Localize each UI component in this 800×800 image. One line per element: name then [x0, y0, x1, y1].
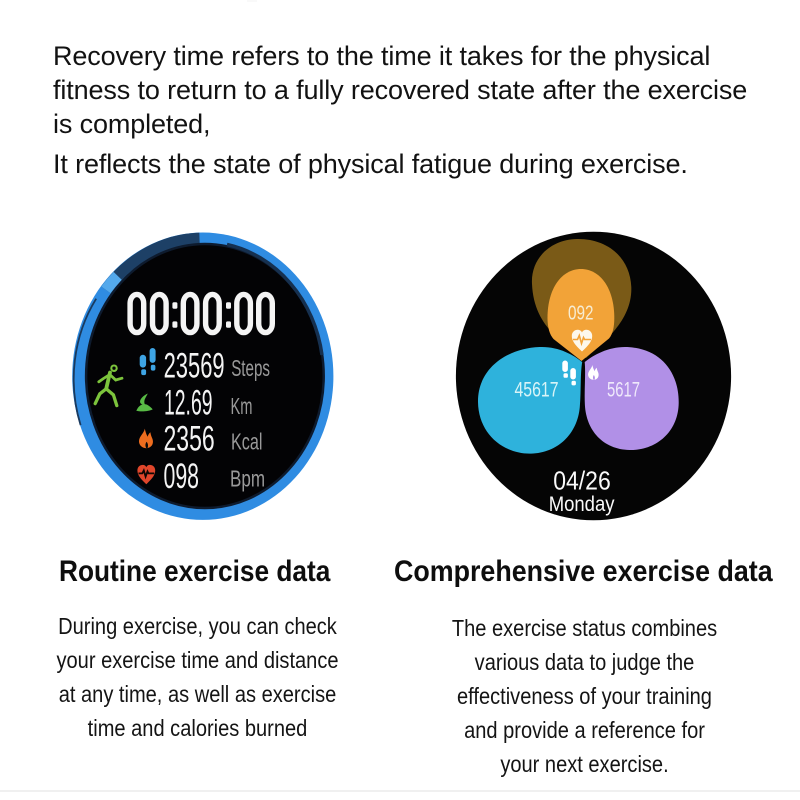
svg-text:Monday: Monday [549, 492, 615, 516]
svg-text:092: 092 [568, 303, 594, 325]
svg-text:2356: 2356 [164, 420, 215, 459]
svg-text:Bpm: Bpm [230, 466, 265, 492]
svg-text:12.69: 12.69 [164, 383, 213, 422]
svg-text:098: 098 [164, 457, 200, 496]
svg-text:Steps: Steps [231, 355, 270, 381]
svg-text:Kcal: Kcal [231, 429, 263, 455]
svg-text:04/26: 04/26 [553, 465, 611, 495]
svg-text:45617: 45617 [515, 379, 559, 402]
svg-text:Km: Km [231, 393, 253, 419]
svg-text:5617: 5617 [607, 379, 640, 402]
svg-text:23569: 23569 [164, 347, 225, 386]
